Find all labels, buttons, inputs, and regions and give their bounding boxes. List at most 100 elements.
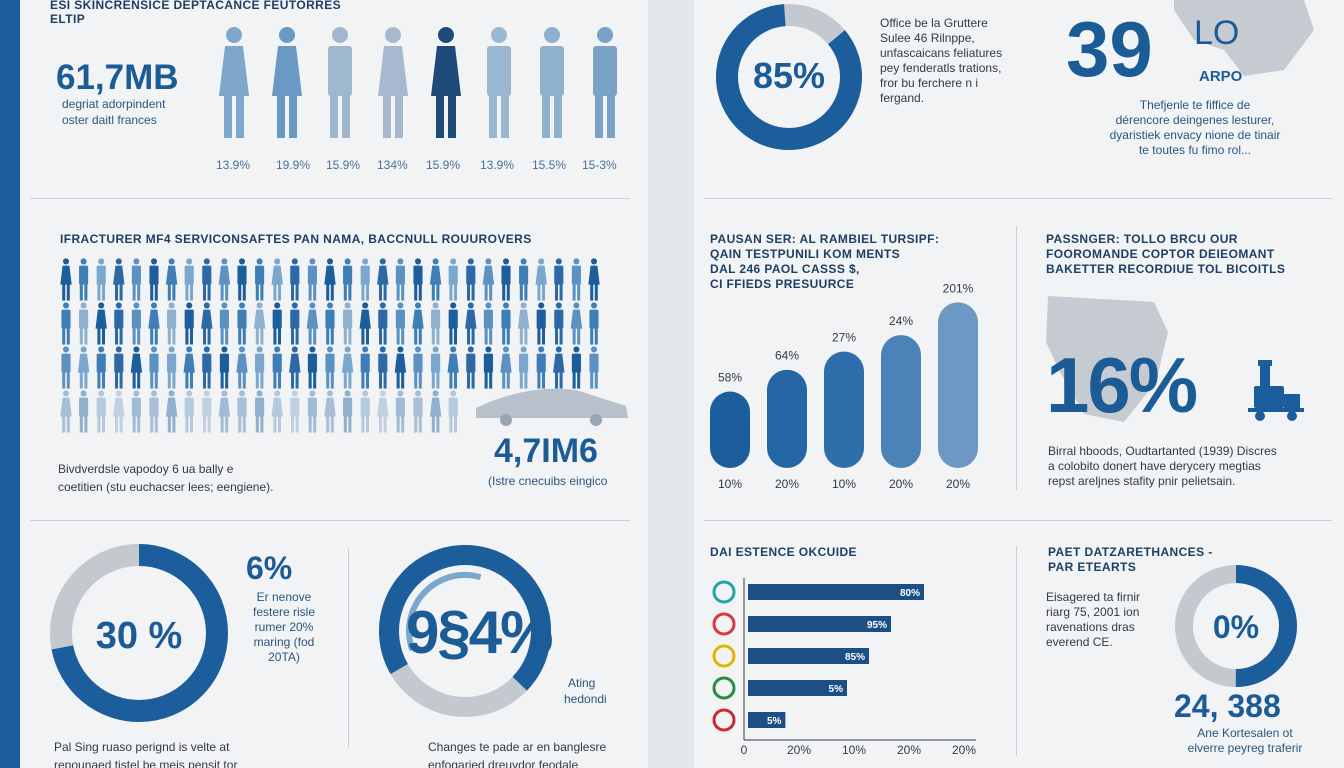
map-silhouette-top bbox=[1174, 0, 1314, 76]
person-icon bbox=[325, 346, 335, 389]
donut-arc bbox=[50, 544, 228, 722]
left-panel: ESI SKINCRENSICE DEPTACANCE FEUTORRES EL… bbox=[20, 0, 648, 768]
population-caption-1: degriat adorpindent bbox=[62, 97, 166, 111]
person-icon bbox=[413, 346, 423, 389]
person-icon bbox=[593, 27, 617, 138]
person-icon bbox=[131, 390, 141, 433]
x-tick-label: 10% bbox=[842, 743, 866, 757]
person-icon bbox=[431, 302, 441, 345]
crowd-stat: 4,7IM6 bbox=[494, 432, 598, 470]
part-text: Eisagered ta firnir riarg 75, 2001 ion r… bbox=[1046, 590, 1176, 650]
heading-line: CI FFIEDS PRESUURCE bbox=[710, 277, 855, 291]
bar-category-label: 20% bbox=[775, 477, 799, 491]
map-silhouette-mid bbox=[1046, 296, 1168, 422]
bar-category-label: 20% bbox=[889, 477, 913, 491]
person-icon bbox=[218, 258, 231, 301]
stat-24388: 24, 388 bbox=[1174, 688, 1281, 724]
person-icon bbox=[588, 258, 600, 301]
person-icon bbox=[201, 302, 213, 345]
person-icon bbox=[61, 302, 71, 345]
person-icon bbox=[500, 346, 512, 389]
stat-16: 16% bbox=[1046, 341, 1198, 429]
footer-right-1: Changes te pade ar en banglesre bbox=[428, 740, 607, 754]
person-icon bbox=[307, 346, 317, 389]
caption-line: maring (fod bbox=[253, 635, 315, 649]
donut-30-label: 30 % bbox=[96, 615, 183, 657]
hbar-value-label: 5% bbox=[767, 716, 782, 727]
person-icon bbox=[77, 346, 90, 389]
hbar bbox=[748, 712, 786, 728]
text-line: fergand. bbox=[880, 91, 925, 105]
text-line: Office be la Gruttere bbox=[880, 16, 988, 30]
caption-line: festere risle bbox=[252, 605, 316, 619]
person-icon bbox=[79, 390, 89, 433]
person-icon bbox=[343, 258, 353, 301]
person-icon bbox=[79, 258, 89, 301]
percent-label: 13.9% bbox=[216, 158, 251, 172]
person-icon bbox=[377, 258, 389, 301]
person-icon bbox=[466, 258, 476, 301]
person-icon bbox=[394, 346, 407, 389]
caption-line: Er nenove bbox=[256, 590, 312, 604]
person-icon bbox=[554, 258, 564, 301]
x-tick-label: 20% bbox=[787, 743, 811, 757]
person-icon bbox=[378, 27, 408, 138]
person-icon bbox=[307, 390, 317, 433]
bar-value-label: 27% bbox=[832, 331, 856, 345]
caption-line: Thefjenle te fiffice de bbox=[1139, 98, 1251, 112]
hbar-value-label: 5% bbox=[829, 684, 844, 695]
person-icon bbox=[448, 302, 458, 345]
person-icon bbox=[131, 258, 141, 301]
person-icon bbox=[448, 390, 458, 433]
caption-line: Ane Kortesalen ot bbox=[1197, 726, 1293, 740]
person-icon bbox=[290, 302, 300, 345]
person-icon bbox=[589, 346, 599, 389]
percent-label: 13.9% bbox=[480, 158, 515, 172]
person-icon bbox=[237, 390, 247, 433]
person-icon bbox=[343, 302, 353, 345]
heading-line: PASSNGER: TOLLO BRCU OUR bbox=[1046, 232, 1238, 246]
person-icon bbox=[113, 258, 125, 301]
hbar-value-label: 85% bbox=[845, 652, 865, 663]
person-icon bbox=[431, 346, 441, 389]
hbar bbox=[748, 680, 847, 696]
part-heading: PAET DATZARETHANCES - PAR ETEARTS bbox=[1048, 545, 1213, 575]
stat-39-suffix: LO bbox=[1194, 14, 1240, 52]
population-stat: 61,7MB bbox=[56, 58, 179, 97]
caption-line: te toutes fu fimo rol... bbox=[1138, 143, 1252, 157]
person-icon bbox=[395, 390, 405, 433]
people-row bbox=[219, 27, 617, 138]
text-line: pey fenderatls trations, bbox=[880, 61, 1002, 75]
heading-line: DAL 246 PAOL CASSS $, bbox=[710, 262, 860, 276]
person-icon bbox=[324, 258, 336, 301]
person-icon bbox=[448, 258, 458, 301]
person-icon bbox=[412, 302, 424, 345]
donut-85: 85% bbox=[716, 4, 862, 150]
percent-label: 15.9% bbox=[426, 158, 461, 172]
person-icon bbox=[255, 390, 265, 433]
six-percent-caption: Er nenove festere risle rumer 20% maring… bbox=[244, 590, 324, 665]
bar-category-label: 10% bbox=[718, 477, 742, 491]
person-icon bbox=[60, 390, 72, 433]
section1-subheading: ELTIP bbox=[50, 12, 86, 26]
person-icon bbox=[290, 258, 300, 301]
person-icon bbox=[360, 346, 370, 389]
caption-line: a colobito donert have derycery megtias bbox=[1048, 459, 1261, 473]
person-icon bbox=[328, 27, 352, 138]
office-text: Office be la Gruttere Sulee 46 Rilnppe, … bbox=[880, 16, 1060, 106]
person-icon bbox=[167, 302, 177, 345]
person-icon bbox=[465, 302, 477, 345]
caption-line: rumer 20% bbox=[254, 620, 314, 634]
person-icon bbox=[79, 302, 89, 345]
donut-0: 0% bbox=[1175, 565, 1297, 687]
person-icon bbox=[570, 302, 583, 345]
person-icon bbox=[360, 390, 370, 433]
person-icon bbox=[255, 346, 265, 389]
column-divider bbox=[1016, 226, 1017, 490]
donut-94 bbox=[379, 545, 551, 717]
person-icon bbox=[306, 302, 319, 345]
column-divider bbox=[1016, 546, 1017, 756]
caption-line: Birral hboods, Oudtartanted (1939) Discr… bbox=[1048, 444, 1277, 458]
person-icon bbox=[272, 346, 282, 389]
person-icon bbox=[271, 258, 283, 301]
